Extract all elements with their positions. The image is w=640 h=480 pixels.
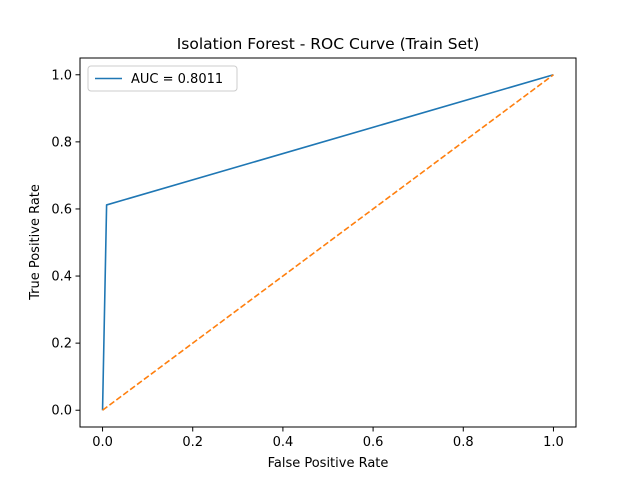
plot-lines-group: [101, 74, 554, 411]
axes-frame: [79, 57, 577, 428]
x-axis-label: False Positive Rate: [268, 456, 389, 471]
y-tick-label: 0.0: [51, 404, 72, 419]
x-tick-label: 0.4: [273, 435, 294, 450]
x-tick-label: 0.0: [92, 435, 113, 450]
y-tick-label: 0.6: [51, 202, 72, 217]
y-tick-label: 1.0: [51, 68, 72, 83]
chart-title: Isolation Forest - ROC Curve (Train Set): [177, 35, 480, 53]
x-tick-label: 0.8: [453, 435, 474, 450]
x-tick-label: 1.0: [543, 435, 564, 450]
ticks-group: 0.0 0.2 0.4 0.6 0.8 1.0 0.0 0.2 0.4 0.6 0.8 1.0: [51, 68, 563, 450]
x-tick-label: 0.6: [363, 435, 384, 450]
chance-diagonal-line: [102, 74, 554, 411]
y-tick-label: 0.2: [51, 337, 72, 352]
legend: AUC = 0.8011: [87, 65, 238, 92]
legend-box: [87, 65, 238, 92]
y-axis-label: True Positive Rate: [28, 184, 43, 301]
legend-label: AUC = 0.8011: [131, 72, 223, 87]
x-tick-label: 0.2: [182, 435, 203, 450]
y-tick-label: 0.4: [51, 270, 72, 285]
y-tick-label: 0.8: [51, 135, 72, 150]
roc-curve-line: [101, 74, 554, 411]
